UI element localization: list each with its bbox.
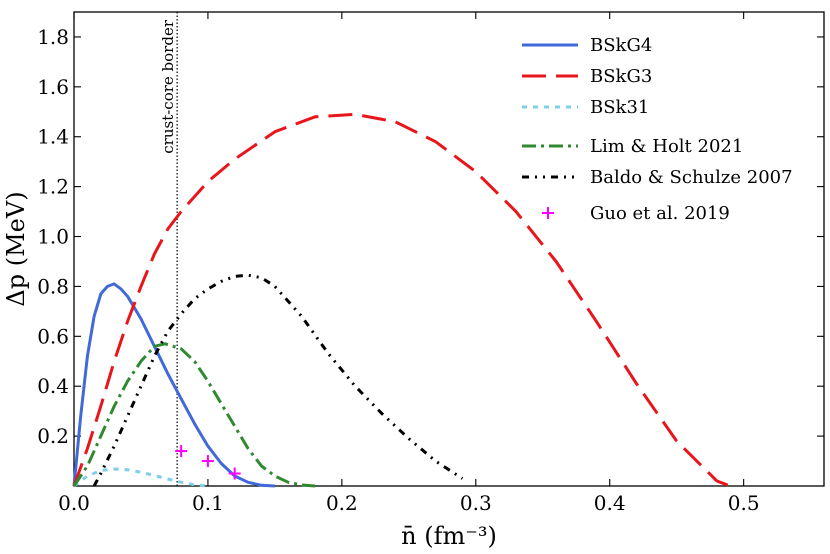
x-tick-label: 0.1 (192, 491, 224, 515)
y-tick-label: 0.6 (37, 324, 69, 348)
y-axis-title: Δp (MeV) (2, 191, 30, 306)
legend-label-bsk31: BSk31 (590, 97, 649, 118)
x-axis-title: n̄ (fm⁻³) (401, 522, 497, 550)
guo-point (201, 455, 214, 468)
legend-label-baldo-schulze: Baldo & Schulze 2007 (590, 167, 793, 188)
series-line-2 (73, 467, 209, 488)
x-tick-label: 0.3 (460, 491, 492, 515)
legend-label-bskg3: BSkG3 (590, 66, 652, 87)
x-tick-label: 0.0 (58, 491, 90, 515)
x-tick-label: 0.5 (728, 491, 760, 515)
series-line-0 (72, 282, 275, 488)
series-line-3 (72, 342, 316, 488)
legend-label-bskg4: BSkG4 (590, 35, 652, 56)
tick-labels: 0.0 0.1 0.2 0.3 0.4 0.5 0.2 0.4 0.6 0.8 1.0 1.2 1.4 1… (37, 25, 759, 515)
y-tick-label: 0.8 (37, 274, 69, 298)
y-tick-label: 0.4 (37, 374, 69, 398)
guo-points (175, 445, 241, 480)
y-tick-label: 0.2 (37, 424, 69, 448)
y-tick-label: 1.6 (37, 75, 69, 99)
series-line-4 (92, 273, 464, 487)
legend-label-guo: Guo et al. 2019 (590, 203, 730, 224)
y-tick-label: 1.0 (37, 225, 69, 249)
y-tick-label: 1.8 (37, 25, 69, 49)
legend-label-lim-holt: Lim & Holt 2021 (590, 136, 743, 157)
guo-point (228, 467, 241, 480)
plot-area-frame (73, 11, 825, 487)
legend-handle-guo (542, 207, 554, 219)
y-tick-label: 1.4 (37, 125, 69, 149)
x-tick-label: 0.4 (594, 491, 626, 515)
ticks (73, 12, 824, 486)
x-tick-label: 0.2 (326, 491, 358, 515)
guo-point (175, 445, 188, 458)
crust-core-border-label: crust-core border (159, 19, 177, 154)
legend: BSkG4 BSkG3 BSk31 Lim & Holt 2021 Baldo … (522, 35, 793, 224)
y-tick-label: 1.2 (37, 175, 69, 199)
